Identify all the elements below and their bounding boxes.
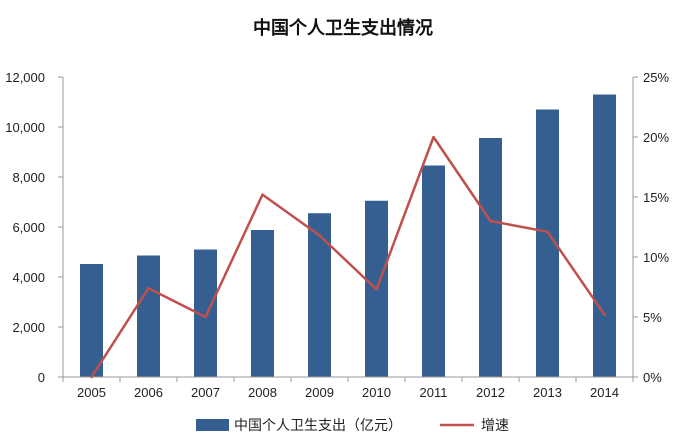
x-tick-label: 2006 <box>134 385 163 400</box>
bar-2008 <box>251 230 274 377</box>
x-tick-label: 2014 <box>590 385 619 400</box>
legend-bar-swatch <box>196 419 229 431</box>
bar-2005 <box>80 264 103 377</box>
left-tick-label: 2,000 <box>12 320 45 335</box>
x-tick-label: 2009 <box>305 385 334 400</box>
growth-line <box>90 135 606 379</box>
right-tick-label: 25% <box>643 70 669 85</box>
left-tick-label: 6,000 <box>12 220 45 235</box>
left-tick-label: 4,000 <box>12 270 45 285</box>
right-tick-label: 0% <box>643 370 662 385</box>
left-tick-label: 8,000 <box>12 170 45 185</box>
x-tick-label: 2010 <box>362 385 391 400</box>
bar-2014 <box>593 94 616 377</box>
legend: 中国个人卫生支出（亿元） 增速 <box>196 418 509 434</box>
x-tick-label: 2013 <box>533 385 562 400</box>
plot-area: 0 2,000 4,000 6,000 8,000 10,000 12,000 0% 5% 10%… <box>5 70 669 400</box>
left-tick-label: 12,000 <box>5 70 45 85</box>
x-tick-label: 2007 <box>191 385 220 400</box>
left-tick-label: 10,000 <box>5 120 45 135</box>
right-tick-label: 10% <box>643 250 669 265</box>
x-tick-label: 2008 <box>248 385 277 400</box>
x-tick-label: 2011 <box>420 385 448 400</box>
left-tick-label: 0 <box>38 370 45 385</box>
right-tick-label: 15% <box>643 190 669 205</box>
bar-2009 <box>308 213 331 377</box>
x-tick-label: 2012 <box>476 385 505 400</box>
bar-2011 <box>422 165 445 377</box>
legend-bar-label: 中国个人卫生支出（亿元） <box>234 418 402 434</box>
right-tick-label: 5% <box>643 310 662 325</box>
right-tick-label: 20% <box>643 130 669 145</box>
bar-2013 <box>536 109 559 377</box>
x-tick-label: 2005 <box>77 385 106 400</box>
bar-2007 <box>194 249 217 377</box>
legend-line-label: 增速 <box>481 418 509 434</box>
bar-2006 <box>137 255 160 377</box>
bar-2012 <box>479 138 502 377</box>
chart-title: 中国个人卫生支出情况 <box>253 17 433 39</box>
